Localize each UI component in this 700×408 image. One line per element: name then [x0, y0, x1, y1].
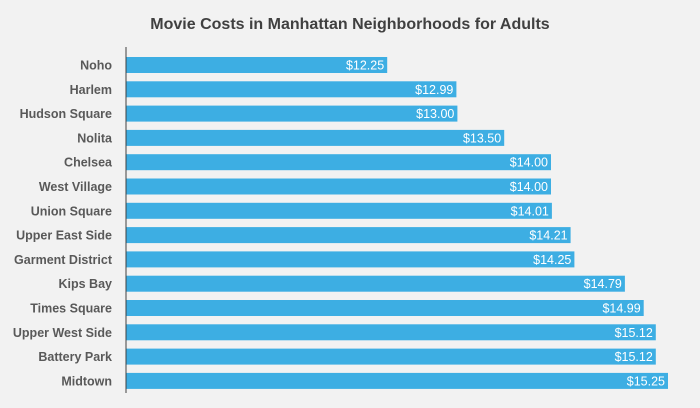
category-label: Battery Park [38, 350, 112, 364]
bar-noho [126, 57, 388, 73]
bar-kips-bay [126, 275, 625, 292]
bar-upper-east-side [126, 227, 571, 244]
bar-west-village [126, 178, 551, 195]
chart-title: Movie Costs in Manhattan Neighborhoods f… [150, 16, 550, 33]
data-label: $15.25 [627, 374, 665, 388]
bar-union-square [126, 202, 552, 219]
category-label: Garment District [14, 253, 113, 267]
data-label: $14.99 [602, 302, 640, 316]
bar-battery-park [126, 348, 656, 365]
bar-upper-west-side [126, 324, 656, 341]
category-label: Noho [80, 59, 112, 73]
bar-hudson-square [126, 105, 458, 122]
data-label: $15.12 [615, 326, 653, 340]
category-label: Times Square [30, 302, 112, 316]
category-label: West Village [39, 180, 112, 194]
data-label: $14.00 [510, 156, 548, 170]
data-label: $14.25 [533, 253, 571, 267]
data-label: $12.25 [346, 59, 384, 73]
category-label: Chelsea [64, 156, 113, 170]
category-label: Midtown [61, 374, 112, 388]
data-label: $13.00 [416, 107, 454, 121]
category-label: Upper West Side [13, 326, 112, 340]
data-label: $14.21 [529, 229, 567, 243]
bar-nolita [126, 129, 505, 146]
data-label: $12.99 [415, 83, 453, 97]
category-label: Upper East Side [16, 229, 112, 243]
data-label: $15.12 [615, 350, 653, 364]
bar-harlem [126, 81, 457, 98]
data-label: $14.79 [584, 277, 622, 291]
bar-times-square [126, 300, 644, 316]
category-label: Nolita [77, 131, 113, 145]
bar-chelsea [126, 154, 551, 171]
data-label: $14.01 [511, 204, 549, 218]
category-label: Harlem [70, 83, 112, 97]
data-label: $13.50 [463, 131, 501, 145]
category-label: Hudson Square [20, 107, 112, 121]
bar-midtown [126, 372, 668, 389]
data-label: $14.00 [510, 180, 548, 194]
category-label: Kips Bay [59, 277, 113, 291]
category-label: Union Square [31, 204, 112, 218]
bar-garment-district [126, 251, 575, 268]
